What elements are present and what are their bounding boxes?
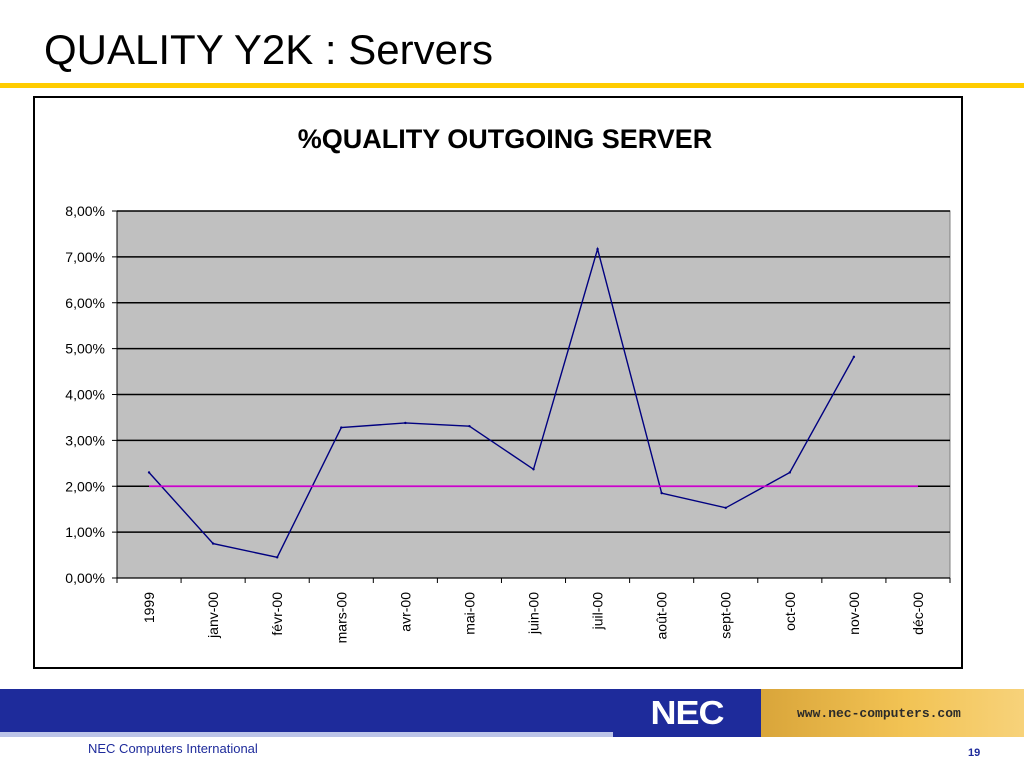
series-line-quality (148, 246, 855, 559)
data-point (468, 424, 471, 428)
nec-logo: NEC (613, 689, 761, 737)
y-tick-label: 7,00% (65, 249, 105, 265)
y-tick-label: 6,00% (65, 295, 105, 311)
x-tick-label: 1999 (141, 592, 157, 623)
data-point (340, 426, 343, 429)
x-tick-label: juil-00 (590, 592, 606, 631)
x-tick-label: août-00 (654, 592, 670, 640)
y-tick-label: 0,00% (65, 570, 105, 586)
website-url: www.nec-computers.com (797, 705, 961, 721)
y-tick-label: 2,00% (65, 478, 105, 494)
x-tick-label: févr-00 (269, 592, 285, 636)
x-tick-label: sept-00 (718, 592, 734, 639)
x-tick-label: juin-00 (526, 592, 542, 635)
x-tick-label: avr-00 (397, 592, 413, 632)
data-point (211, 542, 215, 545)
chart-title: %QUALITY OUTGOING SERVER (298, 124, 713, 154)
x-tick-label: déc-00 (910, 592, 926, 635)
x-tick-label: nov-00 (846, 592, 862, 635)
x-tick-label: mai-00 (461, 592, 477, 635)
y-tick-label: 4,00% (65, 387, 105, 403)
page-number: 19 (968, 747, 981, 759)
slide-title: QUALITY Y2K : Servers (44, 26, 493, 73)
y-tick-label: 1,00% (65, 524, 105, 540)
data-point (147, 471, 151, 474)
website-banner: www.nec-computers.com (761, 689, 1024, 737)
y-tick-label: 5,00% (65, 341, 105, 357)
data-point (852, 355, 856, 359)
data-point (596, 247, 599, 251)
data-point (788, 471, 792, 474)
data-point (275, 556, 279, 559)
data-point (532, 468, 535, 471)
x-tick-label: janv-00 (205, 592, 221, 639)
y-tick-label: 3,00% (65, 432, 105, 448)
chart: %QUALITY OUTGOING SERVER 0,00% 1,00% 2,00%… (65, 124, 951, 644)
y-tick-label: 8,00% (65, 203, 105, 219)
x-tick-label: mars-00 (333, 592, 349, 644)
data-point (404, 421, 407, 425)
x-tick-label: oct-00 (782, 592, 798, 631)
data-point (660, 491, 663, 495)
data-point (724, 506, 727, 510)
title-underline (0, 83, 1024, 88)
footer-company-name: NEC Computers International (88, 741, 258, 756)
chart-frame: %QUALITY OUTGOING SERVER 0,00% 1,00% 2,00%… (33, 96, 963, 669)
footer-rule (0, 732, 1024, 737)
nec-logo-text: NEC (650, 693, 724, 732)
